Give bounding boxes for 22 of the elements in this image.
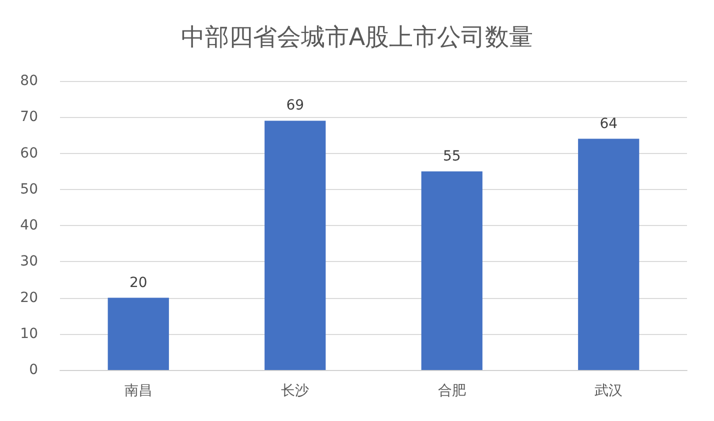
y-tick-label: 20 bbox=[20, 290, 38, 306]
data-label: 55 bbox=[442, 148, 461, 164]
y-tick-label: 30 bbox=[20, 254, 38, 270]
y-tick-label: 60 bbox=[20, 145, 38, 162]
y-tick-label: 40 bbox=[20, 218, 38, 234]
bar bbox=[264, 120, 326, 370]
y-tick-label: 0 bbox=[29, 362, 38, 378]
data-label: 20 bbox=[129, 274, 148, 291]
y-tick-label: 80 bbox=[20, 73, 38, 89]
bar bbox=[578, 138, 640, 370]
y-tick-label: 10 bbox=[20, 326, 38, 342]
y-tick-label: 50 bbox=[20, 181, 38, 198]
bar bbox=[421, 171, 482, 370]
x-tick-label: 武汉 bbox=[594, 383, 623, 399]
x-tick-label: 南昌 bbox=[124, 383, 152, 399]
y-tick-label: 70 bbox=[20, 109, 38, 126]
data-label: 64 bbox=[600, 116, 618, 132]
data-label: 69 bbox=[286, 98, 304, 114]
x-tick-label: 长沙 bbox=[281, 383, 310, 399]
bar bbox=[108, 298, 169, 370]
chart-title: 中部四省会城市A股上市公司数量 bbox=[180, 23, 534, 51]
x-tick-label: 合肥 bbox=[438, 383, 466, 399]
